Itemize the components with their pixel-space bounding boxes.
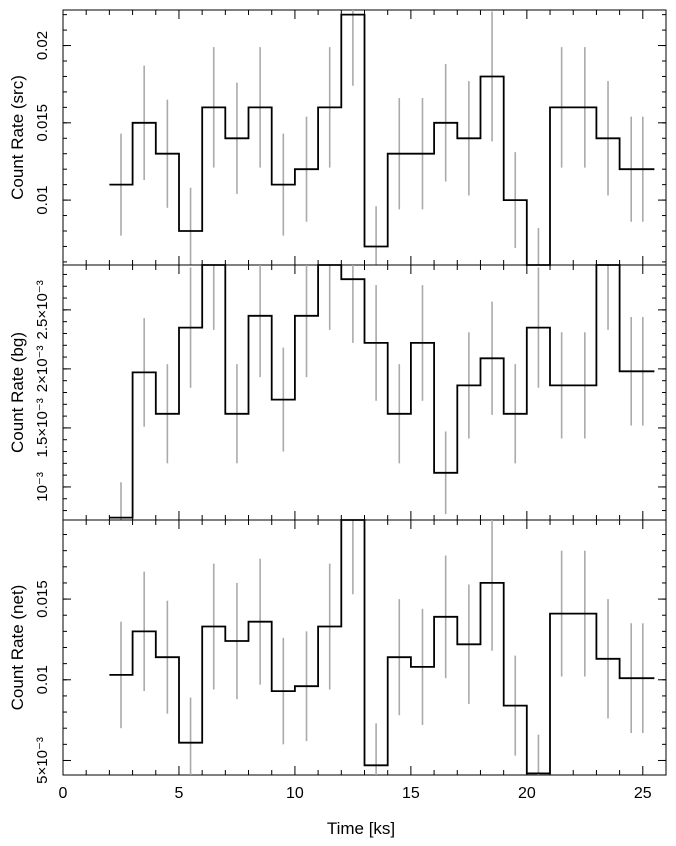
x-tick-label: 20 xyxy=(518,785,536,802)
x-tick-label: 0 xyxy=(59,785,68,802)
panel-2: 10⁻³ 1.5×10⁻³ 2×10⁻³ 2.5×10⁻³ Count Rate (bg… xyxy=(8,264,667,521)
x-axis-label: Time [ks] xyxy=(327,819,395,838)
x-tick-label: 15 xyxy=(402,785,420,802)
y-tick-label: 5×10⁻³ xyxy=(34,737,51,784)
step-line xyxy=(109,519,655,775)
y-tick-label: 10⁻³ xyxy=(34,472,51,502)
y-tick-label: 0.01 xyxy=(34,185,51,214)
y-tick-label: 2.5×10⁻³ xyxy=(34,280,51,339)
y-axis-label: Count Rate (bg) xyxy=(8,332,27,453)
y-tick-label: 1.5×10⁻³ xyxy=(34,398,51,457)
y-tick-label: 0.015 xyxy=(34,580,51,618)
step-line xyxy=(109,264,655,519)
x-tick-label: 5 xyxy=(175,785,184,802)
y-tick-label: 0.015 xyxy=(34,104,51,142)
x-tick-label: 25 xyxy=(634,785,652,802)
y-tick-label: 0.02 xyxy=(34,31,51,60)
y-axis-label: Count Rate (net) xyxy=(8,585,27,711)
y-tick-label: 0.01 xyxy=(34,665,51,694)
step-line xyxy=(109,13,655,266)
panel-3: 5×10⁻³ 0.01 0.015 Count Rate (net) xyxy=(8,519,667,784)
y-tick-label: 2×10⁻³ xyxy=(34,346,51,393)
y-axis-label: Count Rate (src) xyxy=(8,75,27,200)
x-tick-label: 10 xyxy=(286,785,304,802)
panel-1: 0.01 0.015 0.02 Count Rate (src) xyxy=(8,9,667,266)
